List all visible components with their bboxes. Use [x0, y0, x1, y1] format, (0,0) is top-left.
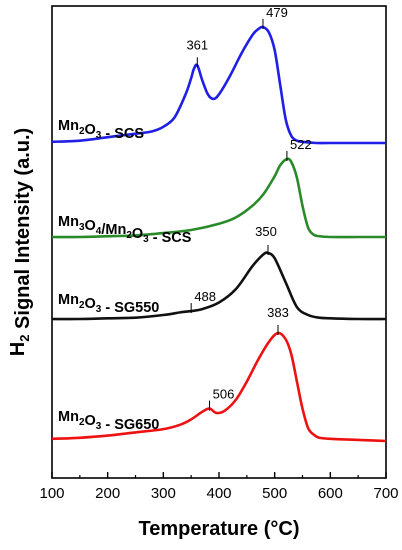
- series-layer: [51, 25, 387, 443]
- series-label: Mn2O3 - SCS: [58, 118, 144, 142]
- series-line: [51, 25, 386, 145]
- y-axis-title: H2 Signal Intensity (a.u.): [7, 128, 34, 356]
- series-label: Mn2O3 - SG650: [58, 409, 159, 433]
- peak-label: 488: [194, 289, 216, 304]
- peak-label: 383: [267, 305, 289, 320]
- x-tick-label: 600: [318, 485, 343, 502]
- peak-label: 522: [290, 137, 312, 152]
- x-tick-label: 400: [206, 485, 231, 502]
- x-tick-label: 300: [151, 485, 176, 502]
- peak-label: 350: [255, 224, 277, 239]
- x-tick-label: 100: [39, 485, 64, 502]
- plot-border: [51, 5, 387, 479]
- x-axis-title: Temperature (°C): [139, 518, 300, 540]
- peak-label: 506: [213, 387, 235, 402]
- series-line: [51, 331, 387, 443]
- peak-markers: 361 479 522 488 350 506 383: [186, 5, 312, 411]
- peak-label: 479: [266, 5, 288, 20]
- series-line: [51, 157, 386, 239]
- peak-label: 361: [186, 37, 208, 52]
- x-tick-label: 200: [95, 485, 120, 502]
- series-label: Mn3O4/Mn2O3 - SCS: [58, 214, 192, 246]
- series-line: [51, 251, 387, 321]
- series-labels: Mn2O3 - SCS Mn3O4/Mn2O3 - SCS Mn2O3 - SG55…: [58, 118, 192, 433]
- x-axis-ticks: 100 200 300 400 500 600 700: [39, 472, 399, 502]
- x-tick-label: 500: [262, 485, 287, 502]
- plot-frame: [51, 5, 387, 479]
- x-tick-label: 700: [373, 485, 398, 502]
- series-label: Mn2O3 - SG550: [58, 292, 159, 316]
